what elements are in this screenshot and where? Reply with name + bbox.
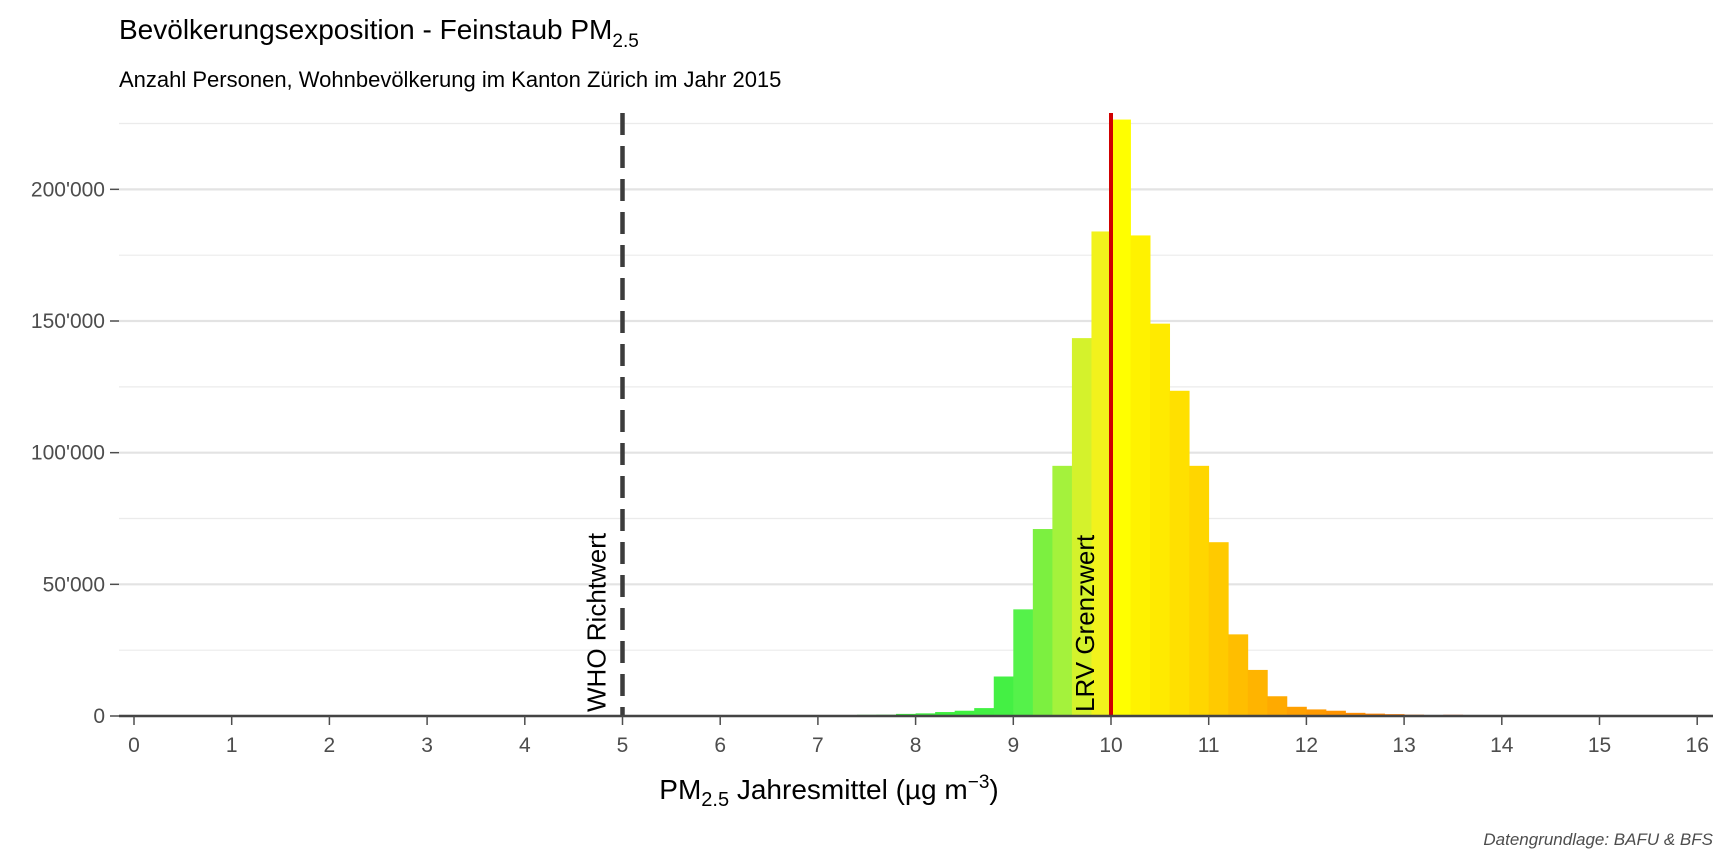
- histogram-bar: [1247, 669, 1268, 716]
- x-tick-label: 5: [617, 734, 629, 757]
- chart-title: Bevölkerungsexposition - Feinstaub PM2.5: [119, 14, 639, 52]
- x-tick-label: 13: [1392, 734, 1415, 757]
- y-tick-label: 200'000: [31, 178, 105, 201]
- x-tick-label: 0: [128, 734, 140, 757]
- x-tick-label: 8: [910, 734, 922, 757]
- x-tick-label: 16: [1686, 734, 1709, 757]
- x-tick-label: 6: [714, 734, 726, 757]
- reference-line-label: LRV Grenzwert: [1070, 534, 1100, 712]
- x-tick-label: 7: [812, 734, 824, 757]
- histogram-bar: [1208, 542, 1229, 716]
- histogram-bar: [915, 713, 936, 716]
- x-tick-label: 14: [1490, 734, 1514, 757]
- y-tick-label: 0: [93, 705, 105, 728]
- histogram-bar: [1345, 712, 1366, 716]
- histogram-bar: [935, 712, 956, 716]
- caption: Datengrundlage: BAFU & BFS: [1483, 830, 1713, 849]
- y-axis-ticks: 0 50'000 100'000 150'000 200'000: [31, 178, 119, 728]
- histogram-bar: [1306, 709, 1327, 716]
- histogram-bar: [1111, 119, 1131, 716]
- histogram-bar: [1267, 696, 1288, 716]
- histogram-bar: [1189, 465, 1210, 716]
- chart-title-subscript: 2.5: [612, 31, 638, 52]
- histogram-bar: [974, 708, 995, 716]
- x-tick-label: 3: [421, 734, 433, 757]
- x-tick-label: 4: [519, 734, 531, 757]
- x-tick-label: 10: [1099, 734, 1122, 757]
- reference-line-label: WHO Richtwert: [582, 532, 612, 712]
- chart-subtitle: Anzahl Personen, Wohnbevölkerung im Kant…: [119, 67, 781, 92]
- y-tick-label: 50'000: [43, 573, 105, 596]
- histogram-bar: [1228, 634, 1249, 716]
- histogram-bar: [1130, 235, 1151, 717]
- reference-lines: WHO Richtwert LRV Grenzwert: [582, 113, 1113, 716]
- x-tick-label: 15: [1588, 734, 1611, 757]
- histogram-bar: [1032, 529, 1053, 716]
- histogram-bar: [1013, 609, 1034, 716]
- y-tick-label: 150'000: [31, 310, 105, 333]
- histogram-bar: [1150, 323, 1171, 716]
- histogram-bars: [856, 119, 1464, 717]
- histogram-bar: [954, 710, 975, 716]
- histogram-bar: [993, 676, 1014, 716]
- x-axis-title: PM2.5 Jahresmittel (µg m−3): [659, 772, 998, 811]
- y-tick-label: 100'000: [31, 442, 105, 465]
- gridlines: [119, 122, 1713, 718]
- histogram-bar: [1169, 390, 1190, 716]
- x-axis-ticks: 0 1 2 3 4 5 6 7 8 9 10 11 12 13 14 15 16: [128, 716, 1709, 757]
- x-tick-label: 12: [1295, 734, 1318, 757]
- x-tick-label: 9: [1007, 734, 1019, 757]
- histogram-bar: [1286, 706, 1307, 716]
- histogram-bar: [1325, 710, 1346, 716]
- histogram-bar: [1091, 231, 1112, 717]
- x-tick-label: 1: [226, 734, 238, 757]
- x-tick-label: 2: [324, 734, 336, 757]
- histogram-bar: [1071, 338, 1092, 716]
- histogram-bar: [1052, 465, 1073, 716]
- x-tick-label: 11: [1198, 734, 1220, 757]
